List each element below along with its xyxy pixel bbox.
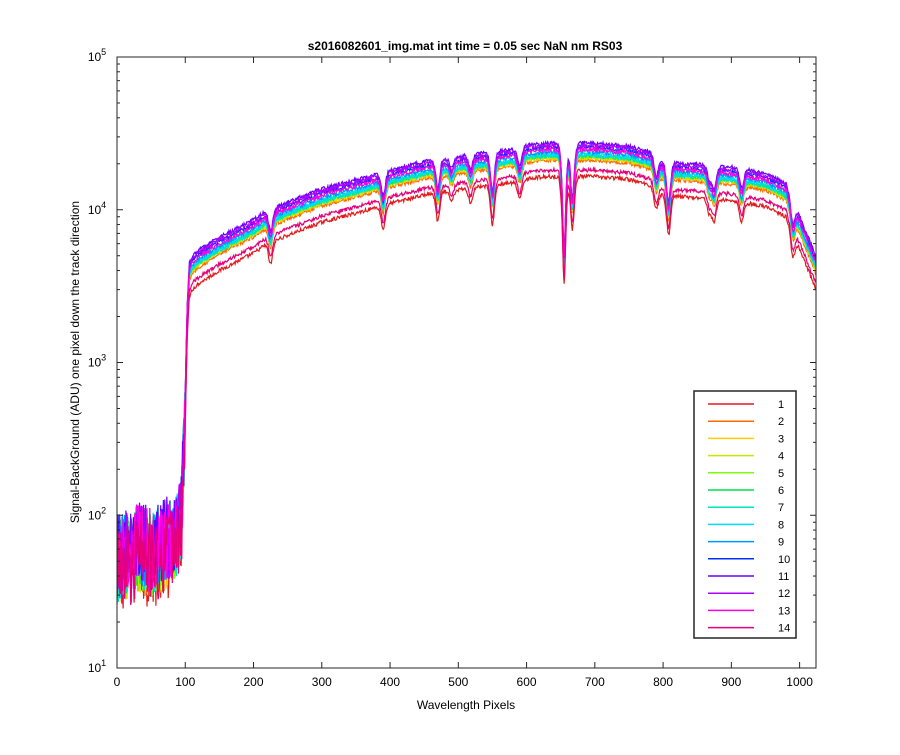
legend-entry-1: 1	[778, 399, 784, 411]
series-line-12	[117, 142, 816, 597]
chart-title: s2016082601_img.mat int time = 0.05 sec …	[308, 39, 623, 53]
legend-entry-7: 7	[778, 502, 784, 514]
x-tick-label: 400	[380, 675, 400, 689]
x-tick-label: 500	[448, 675, 468, 689]
x-axis: 0 100 200 300 400 500 600 700 800 900 1000	[114, 57, 813, 689]
legend-entry-4: 4	[778, 451, 784, 463]
x-tick-label: 0	[114, 675, 121, 689]
legend-entry-11: 11	[778, 571, 789, 583]
x-tick-label: 800	[653, 675, 673, 689]
legend-entry-6: 6	[778, 485, 784, 497]
x-tick-label: 300	[312, 675, 332, 689]
series-line-13	[117, 146, 816, 596]
x-tick-label: 1000	[786, 675, 813, 689]
series-line-8	[117, 150, 816, 599]
legend-entry-5: 5	[778, 468, 784, 480]
legend-box	[693, 390, 797, 639]
legend-entry-9: 9	[778, 537, 784, 549]
x-tick-label: 600	[517, 675, 537, 689]
series-line-3	[117, 154, 816, 603]
legend-entry-2: 2	[778, 416, 784, 428]
x-tick-label: 700	[585, 675, 605, 689]
legend-entry-3: 3	[778, 433, 784, 445]
x-axis-label: Wavelength Pixels	[417, 698, 515, 712]
legend-entry-12: 12	[778, 588, 790, 600]
y-axis-label: Signal-BackGround (ADU) one pixel down t…	[68, 201, 82, 523]
series-line-14	[117, 166, 816, 606]
legend-entry-14: 14	[778, 623, 790, 635]
x-tick-label: 100	[175, 675, 195, 689]
legend-entry-13: 13	[778, 605, 790, 617]
legend-entry-8: 8	[778, 519, 784, 531]
x-tick-label: 200	[244, 675, 264, 689]
series-line-1	[117, 172, 816, 609]
series-layer	[117, 139, 816, 609]
legend-entry-10: 10	[778, 554, 790, 566]
x-tick-label: 900	[721, 675, 741, 689]
